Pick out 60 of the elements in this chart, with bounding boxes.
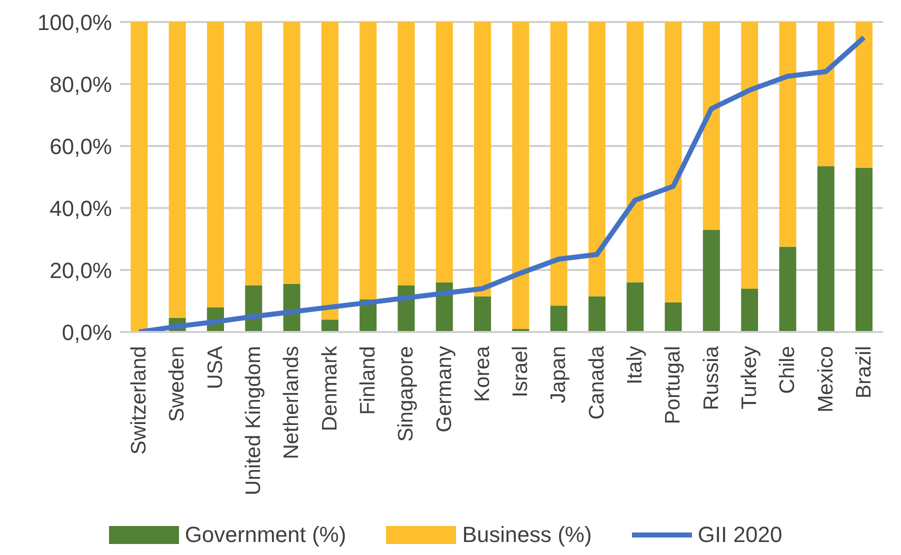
bar [283,22,300,284]
x-tick-label: Germany [432,346,456,432]
bar [626,22,644,282]
bar [206,22,224,308]
x-tick-label: Finland [356,346,380,415]
bar [130,22,148,332]
legend-label: GII 2020 [696,522,782,548]
bar [168,22,186,318]
legend-label: Government (%) [184,522,346,548]
x-tick-label: Singapore [394,346,418,442]
bar [817,22,834,166]
bar [779,246,796,332]
x-tick-label: United Kingdom [242,346,266,496]
x-tick-label: Netherlands [280,346,304,460]
bar [436,22,453,282]
y-tick-label: 40,0% [50,196,112,221]
x-tick-label: Denmark [318,346,342,432]
x-tick-label: Japan [547,346,570,404]
x-tick-label: Portugal [662,346,685,424]
bar [817,166,834,332]
y-tick-label: 0,0% [62,320,112,345]
bar [856,22,873,168]
x-tick-label: USA [204,346,227,390]
bar [702,22,720,230]
bar [360,22,377,300]
bar [550,22,568,306]
x-tick-label: Israel [509,346,532,398]
bar [321,22,338,320]
bar [779,22,796,247]
bar [588,22,606,296]
bar [741,22,758,289]
bar [626,282,644,332]
x-tick-label: Brazil [852,346,876,399]
bar [321,320,338,332]
bar [474,22,492,296]
bar [664,302,682,332]
bar [512,22,530,329]
x-tick-label: Korea [470,346,494,402]
legend-label: Business (%) [461,522,592,548]
x-tick-label: Mexico [814,346,838,413]
bar [741,288,758,332]
x-tick-label: Russia [700,346,723,410]
bar [664,22,682,303]
x-tick-label: Chile [776,346,800,394]
bar [588,296,606,332]
bar [856,168,873,332]
bar [398,22,415,286]
x-tick-label: Switzerland [128,346,151,455]
x-tick-label: Canada [585,346,608,420]
bar [474,296,492,332]
x-tick-label: Turkey [738,346,761,410]
y-tick-label: 100,0% [37,10,112,35]
bar [702,230,720,332]
y-tick-label: 80,0% [50,72,112,97]
x-tick-label: Sweden [166,346,189,422]
bar [550,306,568,332]
x-tick-label: Italy [624,346,647,385]
bar [245,22,262,286]
y-tick-label: 60,0% [50,134,112,159]
y-tick-label: 20,0% [50,258,112,283]
